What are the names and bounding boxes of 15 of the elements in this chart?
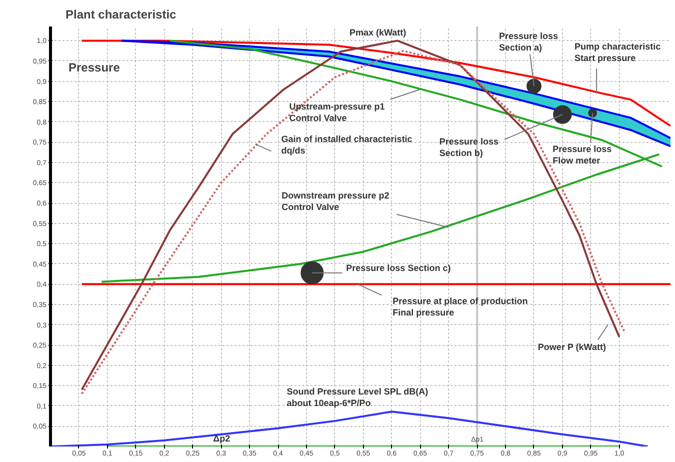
annotation: Downstream pressure p2 Control Valve bbox=[282, 190, 390, 212]
annotation: Pressure loss Section b) bbox=[439, 136, 498, 158]
annotation: Pressure at place of production Final pressure bbox=[392, 296, 528, 318]
annotation: Pump characteristic Start pressure bbox=[574, 41, 661, 63]
annotation: Upstream-pressure p1 Control Valve bbox=[289, 101, 385, 123]
annotation: Pressure loss Section a) bbox=[498, 31, 558, 53]
chart-title: Plant characteristic bbox=[66, 8, 177, 22]
y-axis-title: Pressure bbox=[68, 60, 120, 74]
annotation: Pmax (kWatt) bbox=[349, 28, 406, 38]
annotation: Δp2 bbox=[213, 434, 230, 444]
annotation: Pressure loss Section c) bbox=[346, 262, 451, 273]
annotation: Sound Pressure Level SPL dB(A) about 10eap-6*P/Po bbox=[286, 386, 428, 408]
annotation: Power P (kWatt) bbox=[538, 342, 606, 352]
annotation: Gain of installed characteristic dq/ds bbox=[281, 134, 412, 156]
annotation: Pressure loss Flow meter bbox=[552, 144, 612, 166]
